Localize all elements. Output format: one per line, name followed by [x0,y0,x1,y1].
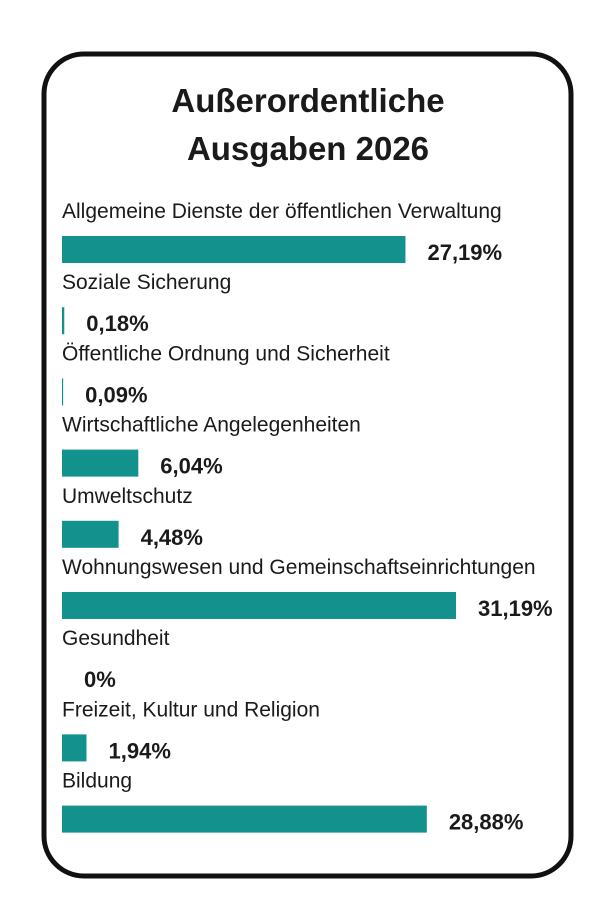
value-label: 0,18% [86,311,148,336]
value-label: 0,09% [85,382,147,407]
value-label: 27,19% [427,240,502,265]
category-label: Wohnungswesen und Gemeinschaftseinrichtu… [62,556,536,579]
bar [62,805,427,833]
chart-title: Außerordentliche [171,82,444,119]
category-label: Soziale Sicherung [62,271,231,294]
value-label: 31,19% [478,596,553,621]
bar [62,592,456,619]
category-label: Öffentliche Ordnung und Sicherheit [62,342,390,365]
category-label: Gesundheit [62,627,170,650]
bar [62,520,119,548]
category-label: Freizeit, Kultur und Religion [62,698,320,721]
bar [62,734,87,762]
value-label: 1,94% [109,738,171,763]
category-label: Allgemeine Dienste der öffentlichen Verw… [62,200,502,223]
value-label: 28,88% [449,810,524,835]
category-label: Umweltschutz [62,485,193,508]
bar [62,378,64,406]
bar [62,307,65,335]
value-label: 0% [84,667,116,692]
chart-title: Ausgaben 2026 [187,130,429,167]
category-label: Wirtschaftliche Angelegenheiten [62,414,361,437]
category-label: Bildung [62,770,132,793]
value-label: 6,04% [160,454,222,479]
bar [62,236,406,263]
value-label: 4,48% [141,525,203,550]
bar [62,449,139,477]
